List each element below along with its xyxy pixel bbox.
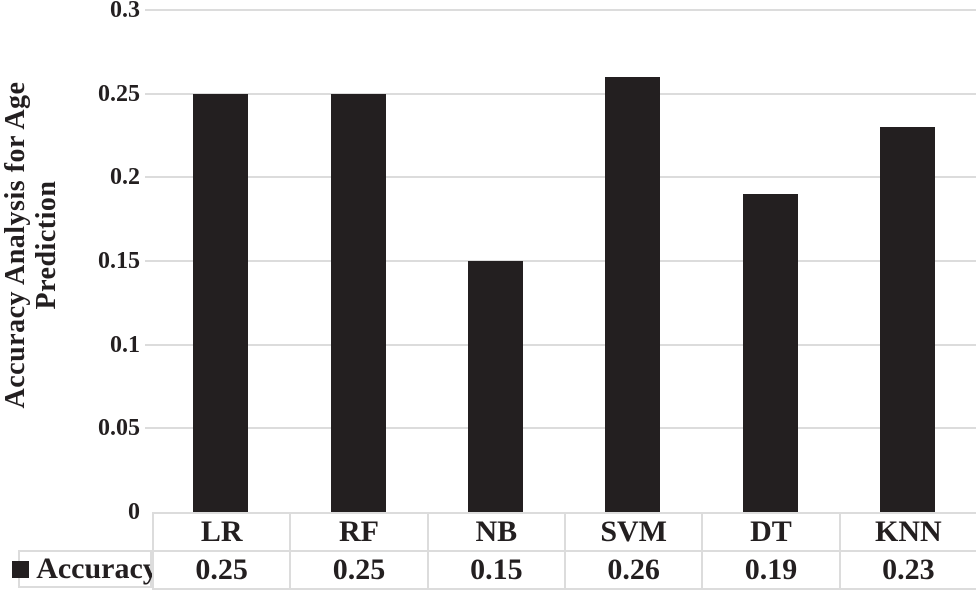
legend-cell: Accuracy xyxy=(12,550,158,588)
gridline-0.3 xyxy=(145,9,976,11)
table-value-nb: 0.15 xyxy=(426,550,566,590)
table-value-svm: 0.26 xyxy=(563,550,704,590)
gridline-0.05 xyxy=(145,427,976,430)
bar-dt xyxy=(742,194,798,512)
table-value-rf: 0.25 xyxy=(289,550,429,590)
gridline-0.1 xyxy=(145,343,976,346)
y-tick-label-0.3: 0.3 xyxy=(110,0,140,23)
table-category-knn: KNN xyxy=(838,512,976,552)
y-tick-label-0.2: 0.2 xyxy=(110,164,140,191)
table-value-knn: 0.23 xyxy=(838,550,976,590)
gridline-0.2 xyxy=(145,176,976,179)
y-tick-label-0.05: 0.05 xyxy=(98,415,140,442)
bar-rf xyxy=(330,93,386,512)
y-tick-label-0.25: 0.25 xyxy=(98,80,140,107)
table-value-dt: 0.19 xyxy=(701,550,841,590)
bar-lr xyxy=(193,93,249,512)
gridline-0.15 xyxy=(145,260,976,262)
table-value-row: 0.25 0.25 0.15 0.26 0.19 0.23 xyxy=(152,550,976,590)
legend-label: Accuracy xyxy=(36,552,158,585)
table-category-dt: DT xyxy=(701,512,841,552)
bar-svm xyxy=(605,76,661,512)
gridline-0.25 xyxy=(145,92,976,95)
bar-nb xyxy=(467,261,523,512)
bar-knn xyxy=(879,127,935,512)
table-category-nb: NB xyxy=(426,512,566,552)
table-category-rf: RF xyxy=(289,512,429,552)
y-tick-label-0: 0 xyxy=(128,499,140,525)
table-category-row: LR RF NB SVM DT KNN xyxy=(152,512,976,552)
legend-swatch-icon xyxy=(12,560,30,578)
table-category-svm: SVM xyxy=(563,512,704,552)
table-value-lr: 0.25 xyxy=(152,550,292,590)
y-tick-label-0.1: 0.1 xyxy=(110,331,140,358)
y-tick-label-0.15: 0.15 xyxy=(98,248,140,274)
table-category-lr: LR xyxy=(152,512,292,552)
